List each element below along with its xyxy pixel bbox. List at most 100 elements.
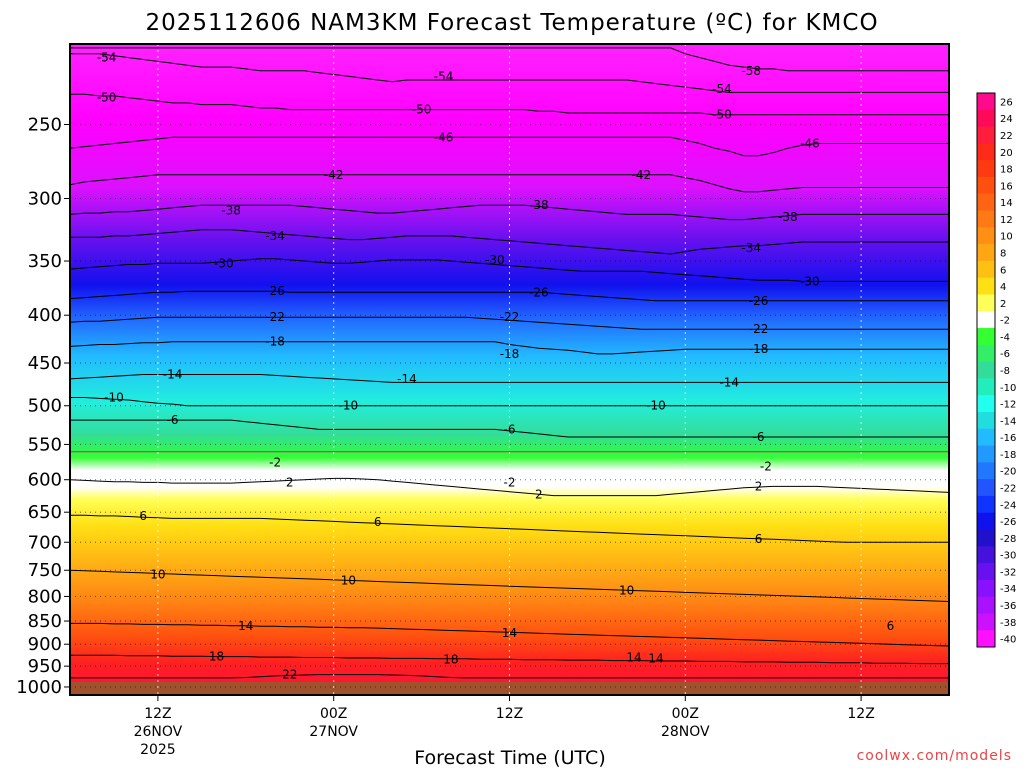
colorbar-swatch [977,160,995,178]
x-axis: 12Z 26NOV 2025 00Z 27NOV 12Z 00Z 28NOV 12Z [134,695,875,758]
colorbar-label: -36 [1000,601,1016,612]
colorbar-swatch [977,311,995,329]
y-tick-label: 750 [28,560,62,581]
isotherm-label: -10 [104,391,124,405]
isotherm-line [70,290,949,302]
credit-link[interactable]: coolwx.com/models [857,748,1012,764]
isotherm-label: -30 [800,274,820,288]
isotherm-label: 6 [755,532,763,546]
colorbar-label: -6 [1000,349,1010,360]
isotherm-label: -54 [712,82,732,96]
x-tick-label: 12Z [847,706,874,722]
isotherm-label: -54 [434,69,454,83]
x-tick-label: 12Z [144,706,171,722]
colorbar-swatch [977,193,995,212]
colorbar-swatch [977,428,995,447]
isotherm-label: -18 [500,347,520,361]
isotherm-label: -10 [646,399,666,413]
colorbar-label: 10 [1000,232,1013,243]
isotherm-label: 10 [341,573,356,587]
colorbar-label: -40 [1000,635,1016,646]
colorbar-swatch [977,462,995,480]
y-tick-label: 400 [28,305,62,326]
colorbar-label: 2 [1000,299,1006,310]
isotherm-label: 10 [150,568,165,582]
isotherm-line [70,258,949,282]
colorbar-swatch [977,579,995,598]
isotherm-label: -42 [632,168,652,182]
colorbar-swatch [977,143,995,161]
colorbar-swatch [977,260,995,279]
colorbar-label: 18 [1000,165,1013,176]
colorbar-label: -10 [1000,383,1016,394]
colorbar-label: -12 [1000,400,1016,411]
isotherm-line [70,477,949,497]
isotherm-label: 14 [626,651,641,665]
isotherm-label: -22 [749,322,769,336]
isotherm-label: -50 [712,108,732,122]
colorbar-swatch [977,126,995,144]
colorbar-label: -30 [1000,551,1016,562]
isotherm-label: -46 [434,130,454,144]
isotherm-label-layer: -54-54 -58-54-50-50 -50-46 -46-42 -42-38 -38-… [97,51,894,682]
isotherm-label: -26 [529,285,549,299]
colorbar-label: -16 [1000,433,1016,444]
isotherm-label: 14 [238,619,253,633]
colorbar-label: 8 [1000,248,1006,259]
isotherm-label: -38 [221,203,241,217]
isotherm-label: -2 [504,475,516,489]
isotherm-label: 14 [502,626,517,640]
isotherm-line [70,419,949,438]
isotherm-line [70,136,949,157]
colorbar-swatch [977,479,995,497]
colorbar-label: -18 [1000,450,1016,461]
y-tick-label: 850 [28,611,62,632]
colorbar-label: 24 [1000,114,1013,125]
isotherm-label: -38 [529,198,549,212]
isotherm-label: -26 [749,294,769,308]
isotherm-line [70,569,949,602]
isotherm-line [70,204,949,221]
colorbar-swatch [977,529,995,547]
chart-title: 2025112606 NAM3KM Forecast Temperature (… [145,10,878,36]
colorbar-frame [976,92,996,648]
colorbar-swatch [977,546,995,564]
colorbar: 26 24 22 20 18 16 14 12 10 8 6 4 2 -2 -4 -6 -8 -10 -12 -14 -… [976,92,1016,648]
colorbar-label: -32 [1000,567,1016,578]
colorbar-label: 12 [1000,215,1013,226]
y-tick-label: 950 [28,656,62,677]
colorbar-swatch [977,495,995,514]
colorbar-swatch [977,244,995,262]
y-tick-label: 600 [28,470,62,491]
terrain-band [70,682,949,695]
isotherm-line [70,514,949,543]
y-tick-label: 650 [28,502,62,523]
y-tick-label: 1000 [16,677,62,698]
colorbar-swatch [977,277,995,295]
isotherm-line [70,654,949,665]
isotherm-label: -30 [485,253,505,267]
isotherm-label: -2 [760,460,772,474]
colorbar-swatch [977,596,995,614]
isotherm-label: -6 [167,413,179,427]
colorbar-label: -14 [1000,416,1016,427]
isotherm-label: -2 [269,455,281,469]
colorbar-swatch [977,445,995,463]
colorbar-label: -28 [1000,534,1016,545]
isotherm-label: -50 [412,103,432,117]
colorbar-label: 6 [1000,265,1006,276]
colorbar-swatch [977,93,995,111]
isotherm-label: -58 [741,64,761,78]
isotherm-label: 18 [443,652,458,666]
colorbar-swatch [977,294,995,312]
x-tick-label: 27NOV [309,724,358,740]
isotherm-line [70,174,949,193]
colorbar-swatch [977,361,995,379]
colorbar-swatch [977,411,995,430]
colorbar-swatch [977,328,995,346]
colorbar-swatch [977,109,995,128]
isotherm-label: -14 [719,375,739,389]
isotherm-label: -42 [324,168,344,182]
colorbar-swatch [977,227,995,245]
isotherm-label: 2 [535,487,543,501]
